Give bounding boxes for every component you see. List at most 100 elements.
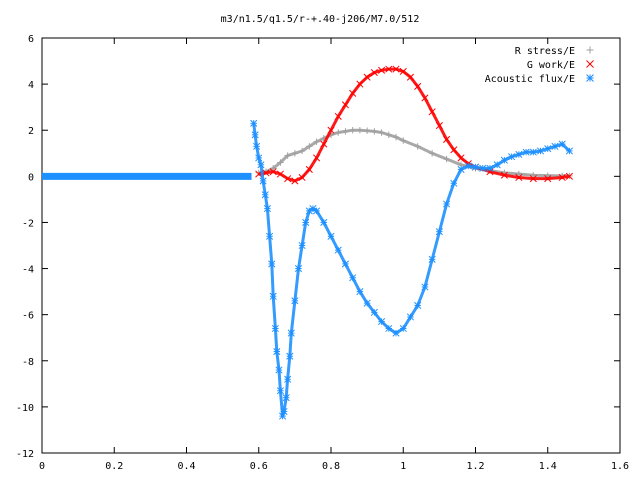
series-group [42,65,573,420]
data-point [479,164,487,172]
chart-title: m3/n1.5/q1.5/r-+.40-j206/M7.0/512 [221,14,420,25]
y-tick-label: -8 [22,357,34,368]
data-point [414,301,422,309]
data-point [392,65,400,73]
x-tick-label: 1 [400,461,406,472]
x-tick-label: 0.8 [322,461,340,472]
data-point [486,164,494,172]
data-point [335,129,342,136]
data-point [279,412,287,420]
data-point [378,318,386,326]
data-point [356,288,364,296]
data-point [428,255,436,263]
plot-frame [41,37,621,454]
data-point [536,147,545,155]
data-point [312,154,321,162]
data-point [349,274,357,282]
series-trace [258,67,570,183]
axes-group: 0 0.2 0.4 0.6 0.8 1 1.2 1.4 1.6 6 4 2 0 -2 -4 -6 -8 -10 -1… [16,34,629,472]
y-tick-label: -4 [22,265,34,276]
data-point [558,173,566,182]
data-point [399,67,407,75]
data-point [515,173,523,182]
data-point [551,142,559,150]
data-point [356,127,364,134]
data-point [253,142,261,150]
data-point [363,299,371,307]
data-point [508,153,516,161]
x-tick-label: 0.6 [250,461,268,472]
x-tick-label: 0.4 [177,461,195,472]
data-point [320,140,328,148]
data-point [565,147,573,155]
x-tick-label: 0.2 [105,461,123,472]
data-point [305,165,313,173]
x-tick-label: 1.6 [611,461,629,472]
data-point [327,126,335,134]
data-point [378,66,386,74]
y-tick-label: -6 [22,311,34,322]
data-point [392,133,400,141]
y-tick-label: 6 [28,34,34,45]
data-point [500,171,508,179]
data-point [276,387,284,395]
data-point [266,232,274,240]
y-tick-label: -12 [16,449,34,460]
data-point [421,283,429,291]
data-point [443,200,451,208]
data-point [298,173,306,182]
data-point [341,101,350,109]
data-point [291,297,299,305]
data-point [428,150,436,157]
data-point [262,169,270,177]
data-point [450,146,458,154]
data-point [406,313,415,321]
data-point [271,324,279,333]
data-point [435,228,443,236]
data-point [471,163,480,171]
data-point [558,140,566,148]
data-point [294,265,303,273]
y-tick-label: 4 [28,80,34,91]
data-point [500,156,508,164]
data-point [280,407,288,416]
data-point [544,145,552,153]
data-point [586,46,594,54]
data-point [302,218,310,226]
data-point [400,137,407,144]
data-point [363,127,371,134]
data-point [263,205,271,213]
data-point [529,148,537,156]
data-point [261,191,269,199]
data-point [450,179,458,187]
data-point [269,292,277,300]
data-point [515,150,523,158]
data-point [286,352,294,360]
data-point [298,241,306,250]
data-point [586,60,594,68]
data-point [371,128,378,135]
data-point [443,135,451,143]
legend-label: Acoustic flux/E [485,74,575,85]
data-point [342,128,349,135]
data-point [349,89,357,97]
data-point [327,232,335,240]
data-point [291,150,299,157]
data-point [275,366,283,374]
data-point [273,348,281,356]
data-point [282,394,290,402]
data-point [250,119,258,127]
x-tick-label: 0 [39,461,45,472]
x-tick-label: 1.4 [539,461,557,472]
data-point [251,131,259,139]
data-point [356,80,364,88]
data-point [277,159,284,166]
data-point [341,260,350,268]
data-point [269,168,277,176]
y-tick-label: 0 [28,172,34,183]
data-point [287,329,295,337]
data-point [406,73,415,81]
data-point [268,260,276,268]
data-point [529,175,537,183]
